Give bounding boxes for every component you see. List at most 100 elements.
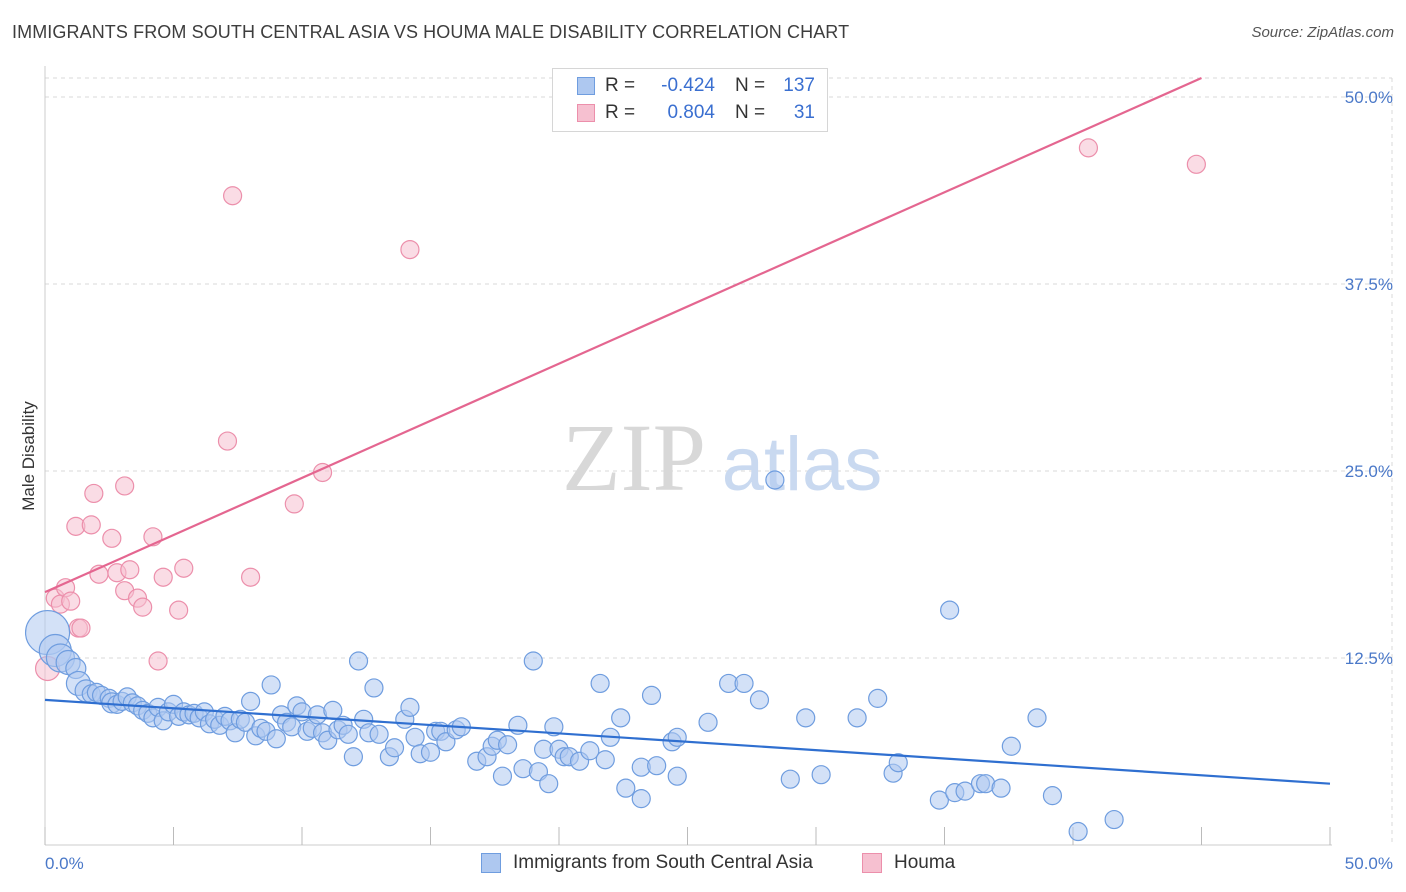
watermark: ZIP atlas xyxy=(562,404,882,511)
legend-r-value: -0.424 xyxy=(661,75,715,96)
houma-trend-line xyxy=(44,76,1202,594)
y-tick-label: 50.0% xyxy=(1345,88,1393,107)
x-tick-labels: 0.0% 50.0% xyxy=(45,854,1393,873)
houma-point xyxy=(61,591,81,611)
series-swatch-pink xyxy=(862,853,882,873)
houma-point xyxy=(153,567,173,587)
houma-point xyxy=(400,239,420,260)
legend-r-value: 0.804 xyxy=(667,102,715,123)
immigrants-point xyxy=(811,765,831,785)
immigrants-point xyxy=(1104,809,1124,830)
houma-point xyxy=(174,558,194,578)
houma-point xyxy=(241,567,261,587)
immigrants-point xyxy=(523,651,543,671)
immigrants-point xyxy=(955,781,975,801)
immigrants-point xyxy=(1068,821,1088,842)
watermark-zip: ZIP xyxy=(562,404,706,511)
immigrants-point xyxy=(261,675,281,695)
immigrants-point xyxy=(1027,708,1047,728)
houma-point xyxy=(1186,154,1206,174)
series-legend-label: Houma xyxy=(894,852,956,873)
immigrants-point xyxy=(266,729,286,749)
immigrants-point xyxy=(348,651,369,671)
houma-point xyxy=(169,600,189,620)
legend-n-value: 137 xyxy=(783,75,815,96)
immigrants-point xyxy=(698,712,718,732)
y-tick-label: 12.5% xyxy=(1345,649,1393,668)
houma-point xyxy=(148,651,168,671)
immigrants-point xyxy=(847,708,867,728)
houma-point xyxy=(223,186,243,206)
x-tick-label: 50.0% xyxy=(1345,854,1393,873)
correlation-legend: R = -0.424 N = 137 R = 0.804 N = 31 xyxy=(552,68,828,132)
houma-point xyxy=(81,515,101,535)
immigrants-point xyxy=(241,691,261,711)
legend-row-immigrants: R = -0.424 N = 137 xyxy=(577,75,815,97)
immigrants-point xyxy=(405,727,425,747)
immigrants-point xyxy=(369,724,389,744)
immigrants-point xyxy=(940,600,960,620)
immigrants-point xyxy=(364,678,384,698)
series-swatch-blue xyxy=(481,853,501,873)
houma-points xyxy=(34,138,1206,682)
y-tick-labels: 12.5% 25.0% 37.5% 50.0% xyxy=(1345,88,1393,668)
immigrants-point xyxy=(780,769,800,789)
watermark-atlas: atlas xyxy=(722,422,883,507)
legend-n-value: 31 xyxy=(793,102,815,123)
y-axis-title: Male Disability xyxy=(19,401,38,511)
immigrants-point xyxy=(765,470,785,490)
immigrants-point xyxy=(400,697,420,717)
trend-lines xyxy=(44,76,1331,785)
immigrants-point xyxy=(590,673,610,694)
source-credit: Source: ZipAtlas.com xyxy=(1251,24,1394,41)
series-legend-houma[interactable]: Houma xyxy=(862,852,955,874)
immigrants-point xyxy=(544,717,564,737)
immigrants-point xyxy=(420,742,441,762)
immigrants-point xyxy=(796,708,816,728)
immigrants-point xyxy=(667,727,687,747)
immigrants-point xyxy=(492,766,513,786)
y-tick-label: 37.5% xyxy=(1345,275,1393,294)
x-tick-label: 0.0% xyxy=(45,854,84,873)
immigrants-point xyxy=(991,778,1011,798)
immigrants-point xyxy=(888,753,908,773)
series-legend-label: Immigrants from South Central Asia xyxy=(513,852,813,873)
legend-n-label: N = xyxy=(735,75,766,96)
houma-point xyxy=(84,483,104,504)
immigrants-point xyxy=(641,685,662,706)
houma-point xyxy=(284,494,304,514)
houma-point xyxy=(115,476,135,496)
legend-r-label: R = xyxy=(605,75,636,96)
houma-point xyxy=(1078,138,1099,158)
immigrants-point xyxy=(539,774,559,794)
immigrants-points xyxy=(24,470,1124,842)
immigrants-point xyxy=(616,778,636,798)
immigrants-point xyxy=(631,789,651,809)
houma-point xyxy=(133,597,153,617)
immigrants-point xyxy=(498,735,518,755)
immigrants-point xyxy=(595,750,615,770)
immigrants-point xyxy=(749,690,770,710)
immigrants-point xyxy=(580,741,600,761)
legend-n-label: N = xyxy=(735,102,766,123)
series-legend: Immigrants from South Central Asia Houma xyxy=(0,852,1406,878)
immigrants-point xyxy=(734,673,754,694)
immigrants-point xyxy=(647,756,667,776)
immigrants-point xyxy=(667,766,687,786)
series-legend-immigrants[interactable]: Immigrants from South Central Asia xyxy=(481,852,813,874)
houma-point xyxy=(102,528,122,548)
legend-swatch-blue xyxy=(577,77,595,95)
immigrants-point xyxy=(1001,736,1021,756)
legend-swatch-pink xyxy=(577,104,595,122)
houma-point xyxy=(217,431,238,451)
legend-row-houma: R = 0.804 N = 31 xyxy=(577,102,815,124)
immigrants-point xyxy=(338,724,358,744)
immigrants-point xyxy=(343,747,363,767)
immigrants-point xyxy=(929,790,949,810)
y-tick-label: 25.0% xyxy=(1345,462,1393,481)
axes xyxy=(44,66,1332,846)
immigrants-trend-line xyxy=(44,698,1331,785)
immigrants-point xyxy=(1042,786,1063,806)
chart-title: IMMIGRANTS FROM SOUTH CENTRAL ASIA VS HO… xyxy=(12,22,850,42)
